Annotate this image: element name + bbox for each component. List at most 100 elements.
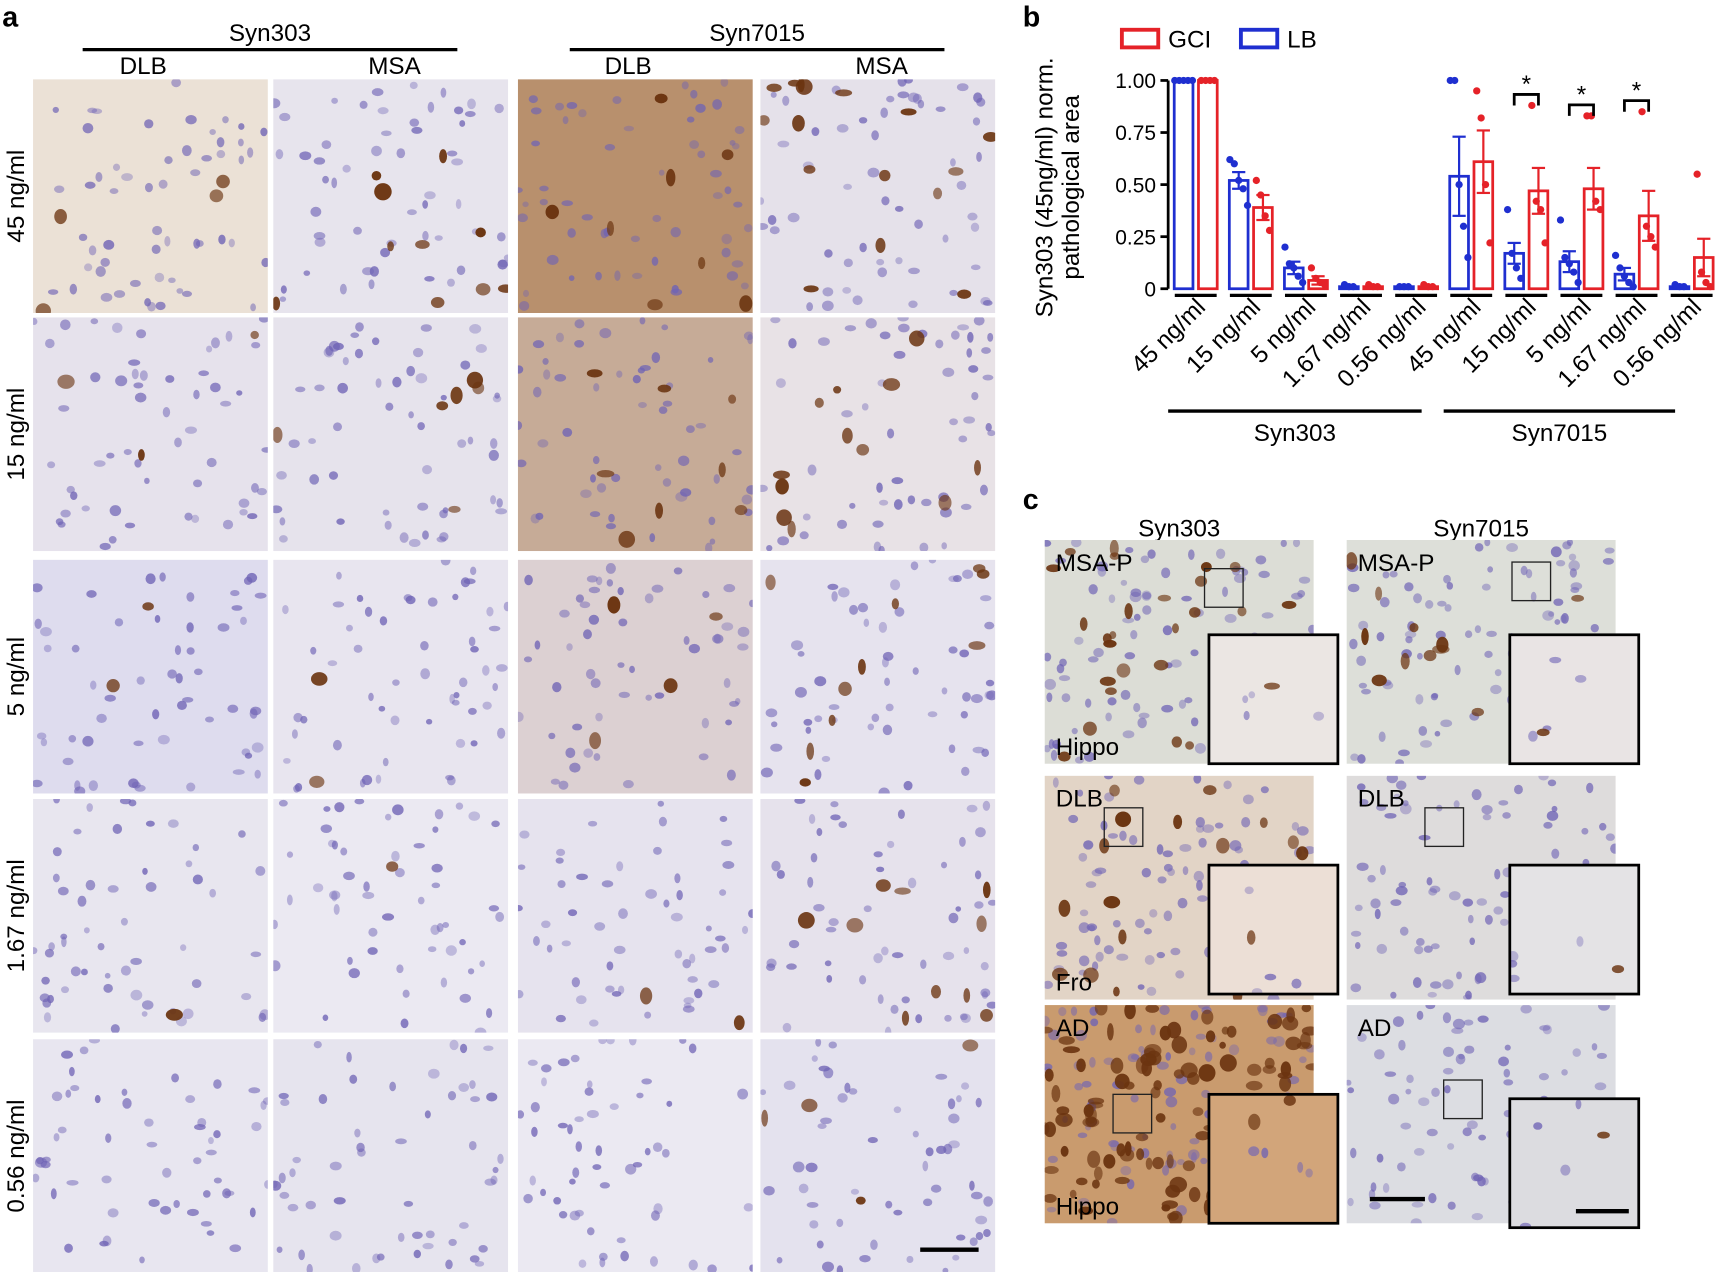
nucleus — [867, 1137, 878, 1144]
nucleus — [824, 249, 833, 258]
nucleus — [541, 1064, 552, 1073]
nucleus — [895, 257, 903, 265]
nucleus — [136, 329, 147, 339]
inclusion — [801, 1098, 818, 1113]
nucleus — [1398, 749, 1410, 757]
nucleus — [557, 1058, 570, 1067]
nucleus — [427, 101, 435, 113]
nucleus — [101, 1175, 112, 1184]
nucleus — [517, 213, 528, 223]
nucleus — [983, 1196, 993, 1207]
nucleus — [975, 1215, 988, 1225]
nucleus — [1542, 610, 1554, 621]
nucleus — [616, 861, 624, 872]
nucleus — [962, 569, 974, 580]
nucleus — [653, 846, 662, 855]
nucleus — [704, 946, 717, 954]
nucleus — [451, 158, 464, 166]
region-label: Hippo — [1056, 734, 1119, 761]
nucleus — [1081, 1080, 1092, 1088]
inclusion — [1296, 1041, 1313, 1050]
group-label: Syn303 — [1254, 420, 1336, 447]
micrograph — [517, 317, 753, 552]
nucleus — [710, 169, 722, 178]
nucleus — [1376, 803, 1387, 812]
nucleus — [891, 952, 904, 959]
inclusion — [1205, 1030, 1216, 1043]
nucleus — [952, 1254, 960, 1261]
nucleus — [71, 644, 80, 653]
nucleus — [682, 958, 692, 969]
nucleus — [1124, 652, 1136, 660]
nucleus — [1071, 727, 1078, 735]
nucleus — [1313, 711, 1325, 721]
inclusion — [1058, 1036, 1075, 1045]
nucleus — [797, 650, 805, 657]
nucleus — [45, 338, 55, 349]
nucleus — [1434, 730, 1441, 737]
nucleus — [206, 457, 217, 468]
nucleus — [1181, 595, 1192, 602]
nucleus — [1498, 1056, 1509, 1067]
data-point — [1570, 268, 1578, 276]
micrograph-background — [273, 79, 509, 313]
nucleus — [620, 1250, 629, 1262]
nucleus — [33, 779, 43, 788]
nucleus — [1379, 864, 1386, 876]
nucleus — [1094, 935, 1101, 946]
nucleus — [1350, 930, 1362, 937]
nucleus — [589, 511, 601, 518]
micrograph — [1509, 865, 1639, 995]
nucleus — [944, 1014, 952, 1022]
nucleus — [776, 1257, 783, 1264]
nucleus — [440, 394, 447, 401]
nucleus — [1188, 549, 1195, 560]
nucleus — [912, 1130, 919, 1138]
nucleus — [1347, 1197, 1354, 1207]
region-label: Fro — [1056, 970, 1092, 997]
nucleus — [683, 636, 690, 645]
inclusion — [250, 330, 259, 340]
nucleus — [103, 983, 113, 993]
nucleus — [1184, 697, 1193, 704]
nucleus — [1447, 1143, 1455, 1150]
error-bar — [1642, 189, 1656, 242]
nucleus — [43, 1012, 52, 1023]
nucleus — [1443, 1046, 1454, 1057]
nucleus — [1500, 918, 1509, 926]
nucleus — [741, 925, 749, 935]
nucleus — [1399, 803, 1412, 815]
nucleus — [1087, 656, 1099, 663]
nucleus — [1397, 1162, 1406, 1172]
nucleus — [893, 1209, 903, 1216]
nucleus — [331, 840, 338, 850]
nucleus — [1504, 1044, 1511, 1051]
nucleus — [765, 963, 776, 972]
inclusion — [803, 165, 816, 174]
nucleus — [559, 609, 570, 618]
inclusion — [1094, 1005, 1108, 1016]
nucleus — [814, 676, 827, 687]
data-point — [1281, 243, 1289, 251]
inclusion — [639, 987, 653, 1005]
nucleus — [1050, 749, 1058, 761]
nucleus — [222, 116, 229, 124]
nucleus — [1261, 612, 1274, 619]
bar — [1172, 79, 1195, 291]
nucleus — [392, 679, 400, 686]
nucleus — [1244, 886, 1254, 895]
nucleus — [887, 840, 895, 849]
inclusion — [1110, 1057, 1124, 1074]
nucleus — [1389, 570, 1398, 578]
inclusion — [1226, 1025, 1237, 1038]
nucleus — [546, 254, 559, 266]
nucleus — [805, 726, 812, 734]
nucleus — [258, 1012, 267, 1023]
nucleus — [237, 138, 244, 147]
nucleus — [786, 963, 797, 970]
nucleus — [821, 1261, 835, 1272]
nucleus — [1346, 1079, 1352, 1086]
nucleus — [1105, 712, 1112, 722]
nucleus — [732, 449, 742, 456]
